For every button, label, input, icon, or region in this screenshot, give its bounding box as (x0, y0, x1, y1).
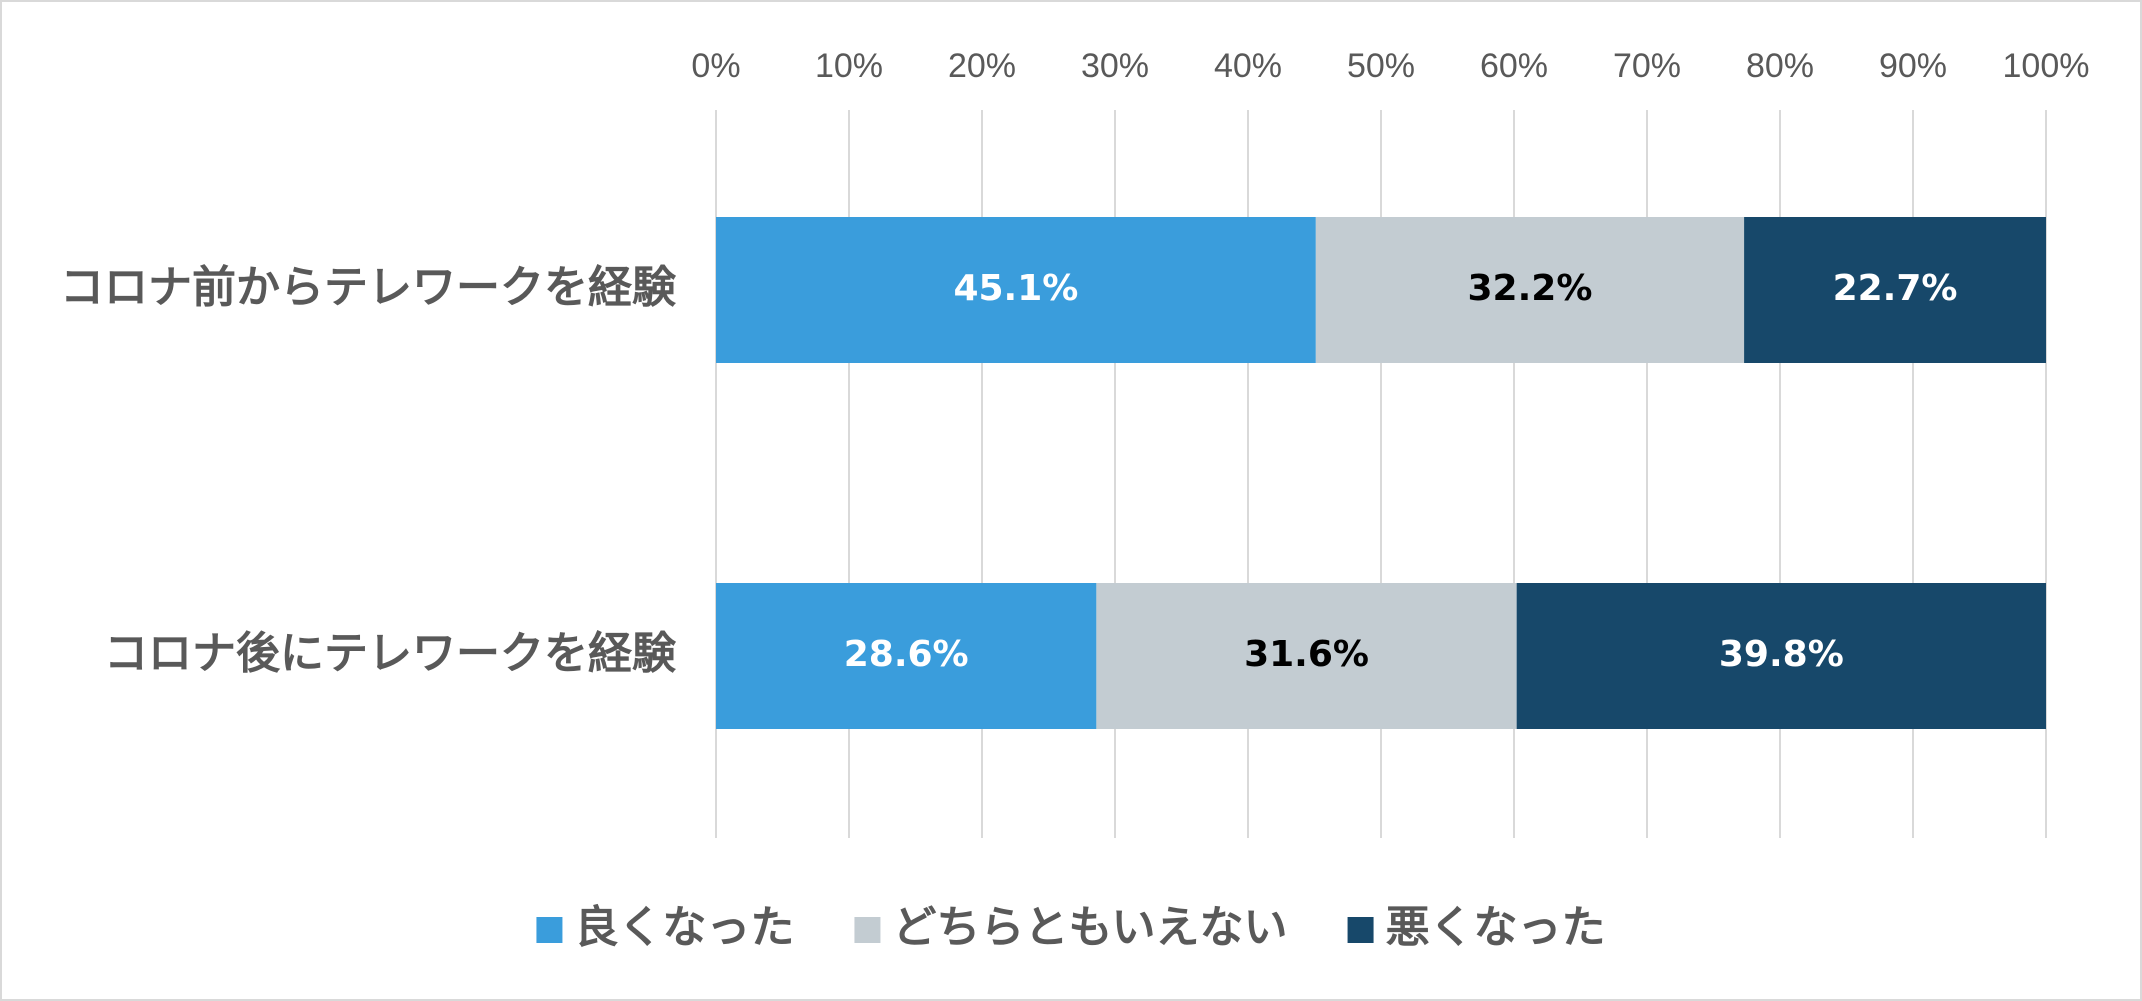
x-tick-label: 70% (1613, 47, 1681, 85)
legend-swatch (1347, 917, 1374, 943)
bar-segment (716, 217, 1316, 363)
bar-segment (1744, 217, 2046, 363)
legend-swatch (854, 917, 881, 943)
x-tick-label: 100% (2003, 47, 2090, 85)
x-tick-label: 20% (948, 47, 1016, 85)
legend: 良くなった どちらともいえない 悪くなった (536, 902, 1606, 953)
data-label: 31.6% (1244, 634, 1369, 675)
data-label: 32.2% (1468, 268, 1593, 309)
x-tick-label: 80% (1746, 47, 1814, 85)
bar-segment (1315, 217, 1745, 363)
data-labels: 45.1% 32.2% 22.7% 28.6% 31.6% 39.8% (844, 268, 1958, 675)
x-tick-label: 50% (1347, 47, 1415, 85)
bar-segment (716, 583, 1097, 729)
data-label: 39.8% (1719, 634, 1844, 675)
data-label: 28.6% (844, 634, 969, 675)
x-tick-label: 0% (691, 47, 740, 85)
bar-segments (716, 217, 2046, 729)
x-tick-label: 60% (1480, 47, 1548, 85)
data-label: 45.1% (953, 268, 1078, 309)
legend-label: 良くなった (574, 902, 794, 953)
legend-swatch (536, 917, 563, 943)
category-label: コロナ前からテレワークを経験 (60, 262, 677, 313)
x-axis-tick-labels: 0% 10% 20% 30% 40% 50% 60% 70% 80% 90% 100% (691, 47, 2089, 85)
category-label: コロナ後にテレワークを経験 (104, 628, 677, 679)
legend-label: どちらともいえない (892, 902, 1287, 953)
data-label: 22.7% (1833, 268, 1958, 309)
bar-segment (1516, 583, 2046, 729)
x-tick-label: 10% (815, 47, 883, 85)
x-tick-label: 40% (1214, 47, 1282, 85)
x-tick-label: 90% (1879, 47, 1947, 85)
legend-label: 悪くなった (1386, 902, 1606, 953)
bar-segment (1096, 583, 1517, 729)
x-tick-label: 30% (1081, 47, 1149, 85)
